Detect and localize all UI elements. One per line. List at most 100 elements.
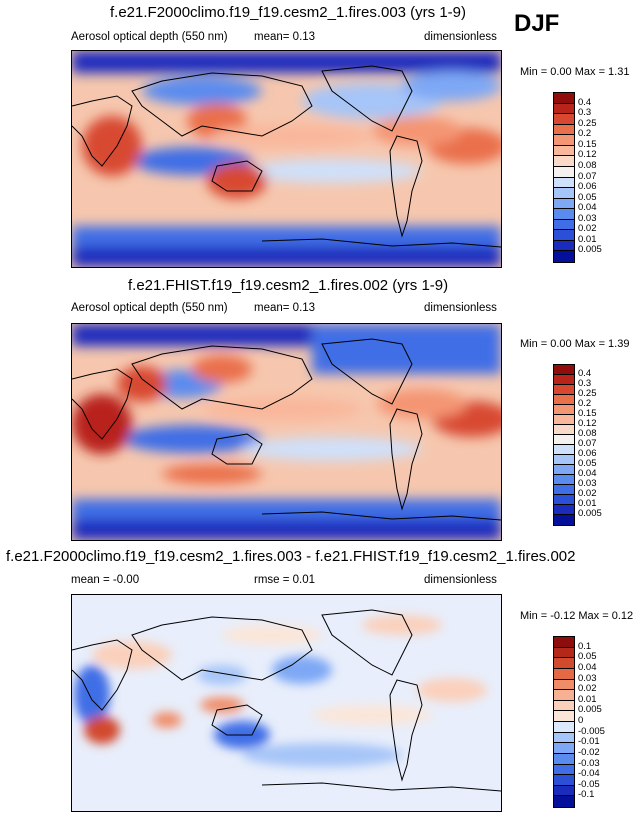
colorbar-segment <box>554 209 574 220</box>
colorbar-tick-label: -0.05 <box>578 778 600 790</box>
colorbar-tick-label: 0.3 <box>578 107 592 119</box>
colorbar-tick-label: 0.03 <box>578 478 597 489</box>
colorbar-segment <box>554 230 574 241</box>
colorbar-segment <box>554 475 574 485</box>
colorbar-segment <box>554 93 574 104</box>
colorbar-segment <box>554 166 574 178</box>
colorbar-tick-label: 0.03 <box>578 212 597 224</box>
panel-2-units-label: dimensionless <box>424 302 497 314</box>
colorbar-tick-label: -0.005 <box>578 725 605 737</box>
panel-2-title: f.e21.FHIST.f19_f19.cesm2_1.fires.002 (y… <box>128 277 449 294</box>
colorbar-tick-label: 0.06 <box>578 448 597 459</box>
season-label: DJF <box>514 10 560 37</box>
colorbar-tick-label: 0.08 <box>578 428 597 439</box>
colorbar-tick-label: -0.01 <box>578 736 600 748</box>
colorbar-tick-label: 0.07 <box>578 438 597 449</box>
panel-3-mean-label: mean = -0.00 <box>71 574 140 586</box>
colorbar-segment <box>554 114 574 125</box>
panel-2-colorbar <box>553 364 575 526</box>
colorbar-tick-label: 0.08 <box>578 159 597 171</box>
colorbar-tick-label: 0.15 <box>578 408 597 419</box>
colorbar-segment <box>554 732 574 744</box>
colorbar-segment <box>554 188 574 199</box>
colorbar-segment <box>554 700 574 712</box>
colorbar-segment <box>554 637 574 648</box>
colorbar-tick-label: -0.02 <box>578 746 600 758</box>
colorbar-tick-label: 0.4 <box>578 368 592 379</box>
colorbar-tick-label: -0.03 <box>578 757 600 769</box>
colorbar-segment <box>554 722 574 733</box>
colorbar-tick-label: 0 <box>578 715 584 726</box>
colorbar-tick-label: -0.04 <box>578 768 600 780</box>
colorbar-segment <box>554 679 574 691</box>
colorbar-tick-label: 0.005 <box>578 244 602 256</box>
colorbar-tick-label: -0.1 <box>578 789 595 801</box>
panel-1-map <box>71 50 502 268</box>
colorbar-tick-label: 0.05 <box>578 191 597 203</box>
colorbar-tick-label: 0.3 <box>578 378 592 389</box>
colorbar-tick-label: 0.04 <box>578 202 597 214</box>
colorbar-segment <box>554 198 574 210</box>
colorbar-tick-label: 0.25 <box>578 388 597 399</box>
colorbar-segment <box>554 219 574 231</box>
panel-2-map <box>71 323 502 541</box>
colorbar-segment <box>554 515 574 525</box>
colorbar-segment <box>554 365 574 375</box>
colorbar-tick-label: 0.02 <box>578 223 597 235</box>
colorbar-tick-label: 0.01 <box>578 233 597 245</box>
colorbar-segment <box>554 415 574 425</box>
colorbar-segment <box>554 103 574 115</box>
colorbar-segment <box>554 385 574 395</box>
colorbar-tick-label: 0.04 <box>578 661 597 673</box>
panel-1-variable-label: Aerosol optical depth (550 nm) <box>71 31 228 43</box>
colorbar-tick-label: 0.4 <box>578 96 592 108</box>
colorbar-segment <box>554 445 574 455</box>
panel-3-title: f.e21.F2000climo.f19_f19.cesm2_1.fires.0… <box>6 548 576 565</box>
colorbar-tick-label: 0.07 <box>578 170 597 182</box>
colorbar-tick-label: 0.12 <box>578 418 597 429</box>
colorbar-segment <box>554 455 574 465</box>
colorbar-segment <box>554 375 574 385</box>
colorbar-tick-label: 0.06 <box>578 181 597 193</box>
colorbar-segment <box>554 753 574 765</box>
colorbar-segment <box>554 405 574 415</box>
colorbar-tick-label: 0.02 <box>578 488 597 499</box>
colorbar-segment <box>554 425 574 435</box>
colorbar-segment <box>554 251 574 262</box>
panel-2-mean-label: mean= 0.13 <box>254 302 316 314</box>
panel-3-minmax: Min = -0.12 Max = 0.12 <box>520 610 634 622</box>
colorbar-segment <box>554 711 574 722</box>
colorbar-tick-label: 0.02 <box>578 683 597 695</box>
colorbar-segment <box>554 156 574 167</box>
panel-1-minmax: Min = 0.00 Max = 1.31 <box>520 66 630 78</box>
colorbar-segment <box>554 395 574 405</box>
colorbar-tick-label: 0.04 <box>578 468 597 479</box>
colorbar-segment <box>554 796 574 807</box>
colorbar-segment <box>554 435 574 445</box>
panel-1-colorbar <box>553 92 575 263</box>
colorbar-tick-label: 0.005 <box>578 704 602 716</box>
colorbar-segment <box>554 240 574 252</box>
colorbar-segment <box>554 485 574 495</box>
colorbar-segment <box>554 495 574 505</box>
colorbar-segment <box>554 785 574 797</box>
colorbar-segment <box>554 764 574 776</box>
colorbar-segment <box>554 743 574 754</box>
panel-3-units-label: dimensionless <box>424 574 497 586</box>
panel-3-rmse-label: rmse = 0.01 <box>254 574 316 586</box>
colorbar-tick-label: 0.2 <box>578 128 592 140</box>
colorbar-segment <box>554 124 574 136</box>
colorbar-tick-label: 0.005 <box>578 508 602 519</box>
panel-3-map <box>71 594 502 812</box>
panel-3-colorbar <box>553 636 575 808</box>
colorbar-tick-label: 0.05 <box>578 458 597 469</box>
colorbar-segment <box>554 775 574 786</box>
colorbar-tick-label: 0.15 <box>578 138 597 150</box>
colorbar-tick-label: 0.12 <box>578 149 597 161</box>
colorbar-tick-label: 0.05 <box>578 651 597 663</box>
panel-1-title: f.e21.F2000climo.f19_f19.cesm2_1.fires.0… <box>110 4 467 21</box>
colorbar-tick-label: 0.03 <box>578 672 597 684</box>
colorbar-segment <box>554 658 574 669</box>
panel-1-mean-label: mean= 0.13 <box>254 31 316 43</box>
colorbar-tick-label: 0.25 <box>578 117 597 129</box>
